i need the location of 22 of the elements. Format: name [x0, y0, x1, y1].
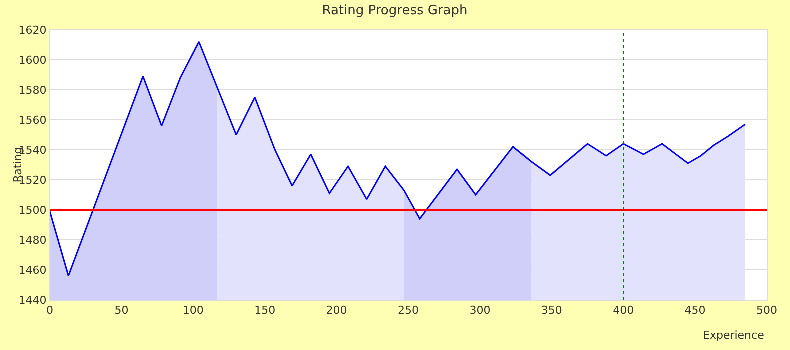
y-tick-label: 1440: [18, 294, 47, 307]
x-tick-label: 300: [470, 304, 491, 318]
line-series: [50, 41, 746, 277]
x-tick-label: 0: [46, 304, 54, 318]
x-tick-label: 150: [254, 304, 276, 318]
x-tick-label: 350: [541, 304, 562, 318]
x-tick-label: 200: [326, 304, 348, 318]
y-tick-label: 1480: [18, 234, 47, 247]
x-tick-label: 100: [182, 304, 204, 318]
x-tick-label: 250: [398, 304, 419, 318]
y-tick-label: 1600: [18, 54, 47, 67]
y-tick-label: 1580: [18, 84, 47, 97]
y-tick-label: 1460: [18, 264, 47, 277]
y-tick-label: 1500: [18, 204, 47, 217]
x-tick-label: 50: [114, 304, 129, 318]
y-tick-label: 1560: [18, 114, 47, 127]
x-tick-label: 450: [684, 304, 706, 318]
x-tick-label: 400: [613, 304, 634, 318]
x-tick-label: 500: [756, 304, 778, 318]
x-axis-title: Experience: [703, 329, 765, 342]
y-tick-label: 1620: [18, 24, 47, 37]
chart-title: Rating Progress Graph: [322, 3, 468, 18]
